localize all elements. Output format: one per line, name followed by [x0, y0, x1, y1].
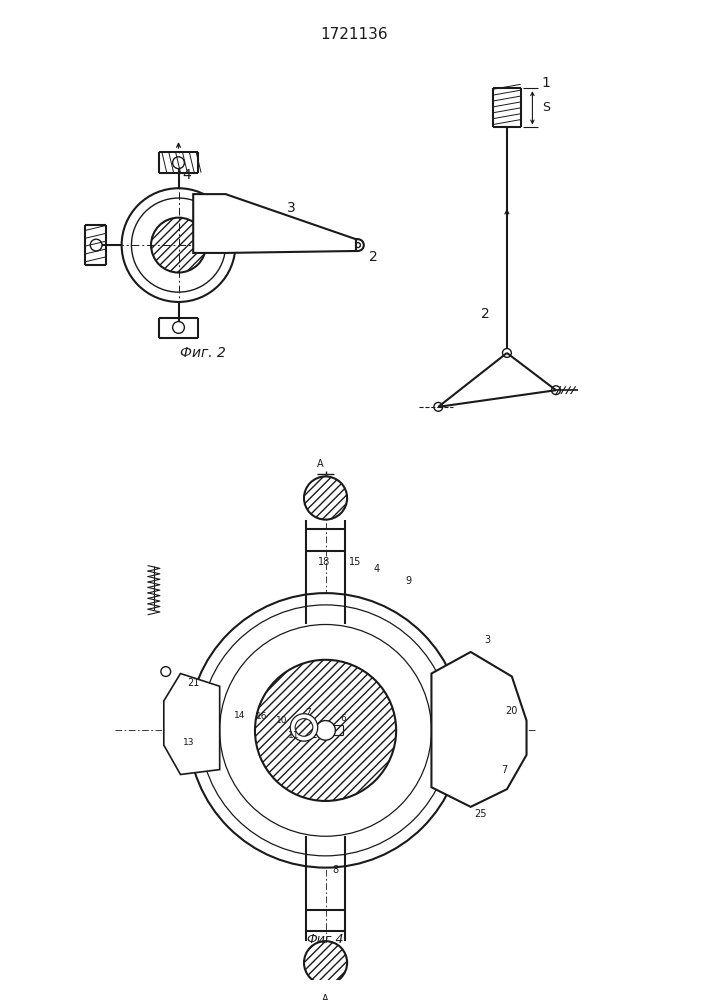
Circle shape — [304, 476, 347, 520]
Circle shape — [291, 714, 317, 741]
Text: A: A — [317, 459, 324, 469]
Circle shape — [173, 322, 185, 333]
Circle shape — [316, 721, 335, 740]
Text: 13: 13 — [182, 738, 194, 747]
Circle shape — [551, 386, 561, 395]
Text: 16: 16 — [256, 712, 267, 721]
Circle shape — [220, 624, 431, 836]
Text: 20: 20 — [506, 706, 518, 716]
Circle shape — [161, 667, 170, 676]
Circle shape — [352, 239, 364, 251]
Text: 21: 21 — [187, 678, 199, 688]
Circle shape — [434, 402, 443, 411]
Circle shape — [90, 239, 102, 251]
Circle shape — [503, 349, 511, 357]
Text: 6: 6 — [340, 714, 346, 723]
Polygon shape — [164, 674, 220, 774]
Circle shape — [295, 719, 312, 736]
Text: 8: 8 — [332, 865, 339, 875]
Circle shape — [122, 188, 235, 302]
Text: 1: 1 — [542, 76, 551, 90]
Text: 2: 2 — [369, 250, 378, 264]
Circle shape — [132, 198, 226, 292]
Text: 14: 14 — [233, 711, 245, 720]
Text: 1721136: 1721136 — [320, 27, 388, 42]
Text: S: S — [542, 101, 550, 114]
Text: 9: 9 — [406, 576, 412, 586]
Polygon shape — [431, 652, 527, 807]
Polygon shape — [193, 194, 356, 253]
Circle shape — [151, 218, 206, 273]
Text: 25: 25 — [474, 809, 486, 819]
Circle shape — [356, 243, 361, 248]
Text: 11: 11 — [288, 731, 300, 740]
Text: 3: 3 — [484, 635, 491, 645]
Text: 10: 10 — [276, 716, 287, 725]
Text: 2: 2 — [481, 307, 490, 321]
Text: 18: 18 — [317, 557, 329, 567]
Text: 3: 3 — [287, 201, 296, 215]
Text: 7: 7 — [305, 708, 311, 717]
Text: Фиг.4: Фиг.4 — [307, 933, 344, 946]
Text: 15: 15 — [349, 557, 361, 567]
Circle shape — [188, 593, 463, 868]
Circle shape — [304, 941, 347, 984]
Circle shape — [255, 660, 396, 801]
Circle shape — [173, 157, 185, 169]
Text: 4: 4 — [182, 168, 191, 182]
Circle shape — [200, 605, 451, 856]
Text: Фиг. 2: Фиг. 2 — [180, 346, 226, 360]
Text: 4: 4 — [373, 564, 380, 574]
Text: A: A — [322, 994, 329, 1000]
Text: 7: 7 — [501, 765, 507, 775]
